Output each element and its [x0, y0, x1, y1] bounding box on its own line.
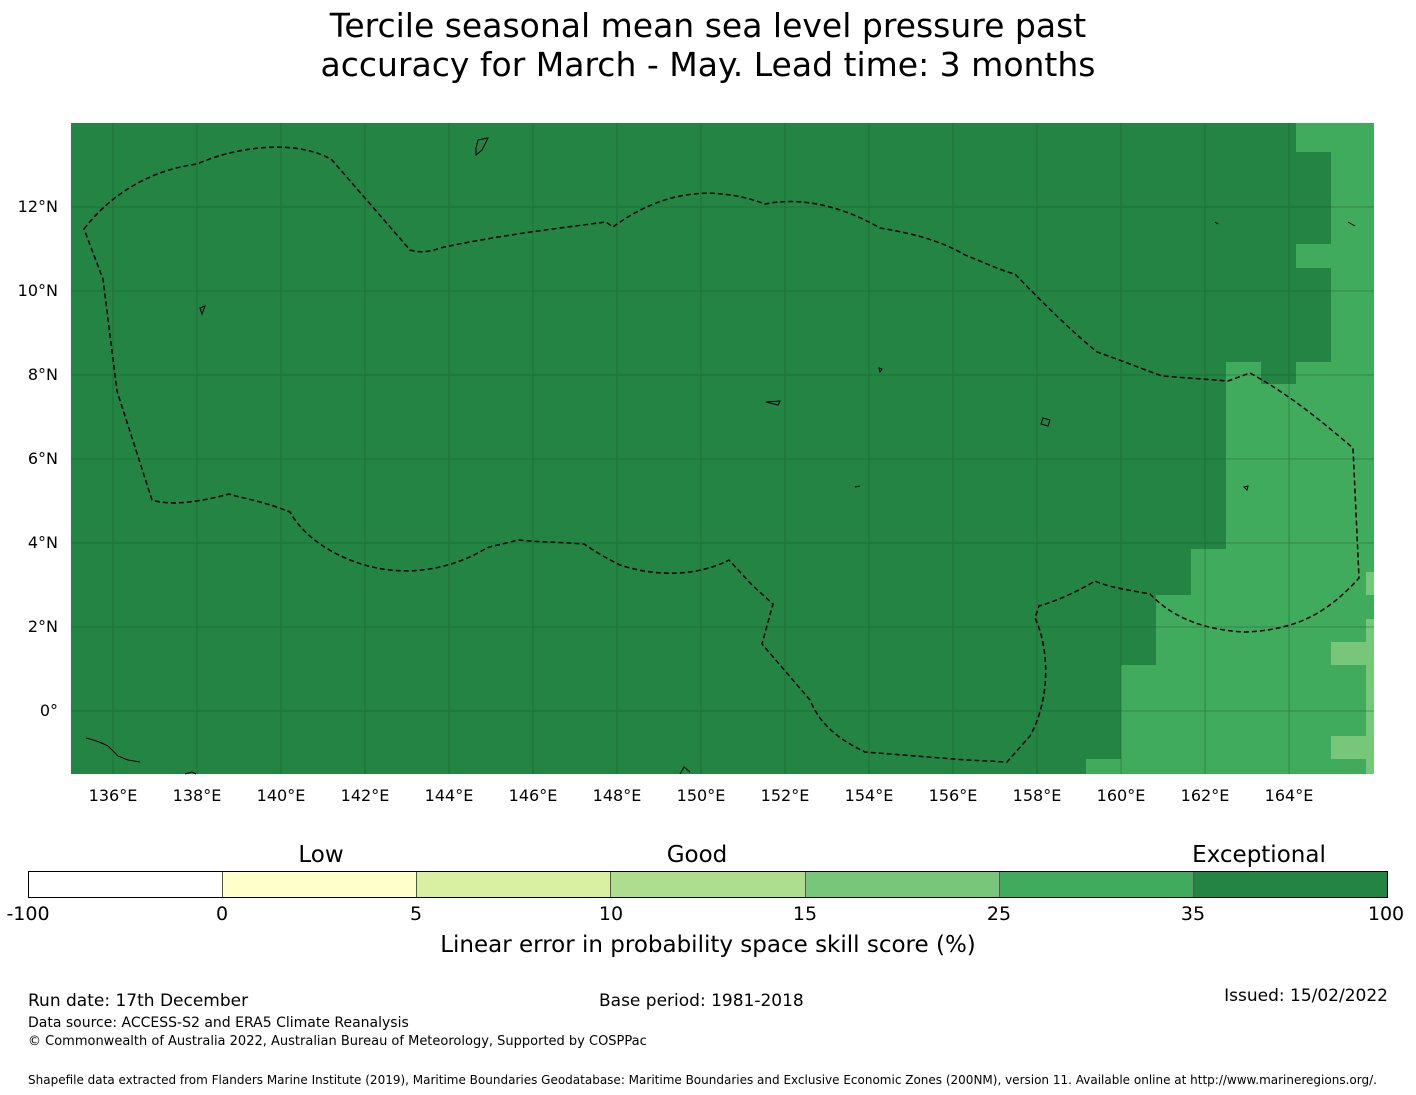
chart-title: Tercile seasonal mean sea level pressure…: [0, 6, 1416, 84]
new-guinea-coast: [85, 737, 141, 763]
lon-label-162e: 162°E: [1181, 786, 1230, 805]
colorbar-segment-4: [611, 872, 806, 897]
skill-field-good-patch-4: [1331, 736, 1366, 759]
lon-label-156e: 156°E: [929, 786, 978, 805]
palau-island: [199, 305, 206, 316]
run-date: Run date: 17th December: [28, 991, 249, 1011]
colorbar-tick-8: 100: [1367, 903, 1405, 925]
skill-field-good-patch-1: [1331, 642, 1366, 665]
colorbar-segment-6: [999, 872, 1194, 897]
lon-label-160e: 160°E: [1097, 786, 1146, 805]
small-atoll-2: [878, 367, 883, 374]
colorbar-segment-7: [1193, 872, 1387, 897]
data-source: Data source: ACCESS-S2 and ERA5 Climate …: [28, 1015, 409, 1031]
colorbar-tick-1: -100: [6, 903, 50, 925]
skill-field-good-patch-3: [1366, 619, 1374, 774]
colorbar-tick-5: 15: [792, 903, 818, 925]
lat-label-0: 0°: [40, 701, 58, 720]
lat-labels: 12°N 10°N 8°N 6°N 4°N 2°N 0°: [18, 197, 58, 720]
lon-label-164e: 164°E: [1265, 786, 1314, 805]
legend-category-low: Low: [298, 842, 344, 868]
lon-label-148e: 148°E: [593, 786, 642, 805]
lon-labels: 136°E 138°E 140°E 142°E 144°E 146°E 148°…: [89, 786, 1314, 805]
coast-fragment-3: [679, 766, 691, 775]
small-atoll-1: [765, 400, 781, 406]
small-atoll-5: [1347, 221, 1356, 227]
skill-field-exceptional-pocket: [1261, 244, 1296, 268]
skill-field-very-good: [1086, 123, 1374, 774]
base-period: Base period: 1981-2018: [599, 991, 804, 1011]
lon-label-146e: 146°E: [509, 786, 558, 805]
small-atoll-3: [854, 485, 861, 488]
lat-label-2n: 2°N: [28, 617, 58, 636]
colorbar-segment-3: [417, 872, 612, 897]
map: 12°N 10°N 8°N 6°N 4°N 2°N 0° 136°E 138°E…: [18, 123, 1374, 805]
title-line-1: Tercile seasonal mean sea level pressure…: [329, 6, 1087, 45]
lon-label-152e: 152°E: [761, 786, 810, 805]
lat-label-6n: 6°N: [28, 449, 58, 468]
coast-fragment-2: [184, 771, 197, 775]
skill-field-good-patch-2: [1366, 572, 1374, 595]
pohnpei-island: [1243, 485, 1249, 491]
lat-label-12n: 12°N: [18, 197, 58, 216]
lon-label-144e: 144°E: [425, 786, 474, 805]
lon-label-154e: 154°E: [845, 786, 894, 805]
eez-boundary: [83, 146, 1360, 763]
copyright: © Commonwealth of Australia 2022, Austra…: [28, 1034, 647, 1049]
colorbar-segment-1: [29, 872, 224, 897]
small-atoll-4: [1214, 221, 1219, 225]
lon-label-136e: 136°E: [89, 786, 138, 805]
gridlines: [71, 123, 1374, 774]
lat-label-4n: 4°N: [28, 533, 58, 552]
lon-label-138e: 138°E: [173, 786, 222, 805]
colorbar-tick-7: 35: [1180, 903, 1206, 925]
lon-label-142e: 142°E: [341, 786, 390, 805]
colorbar-tick-3: 5: [409, 903, 423, 925]
coastlines: [85, 137, 1356, 775]
lon-label-150e: 150°E: [677, 786, 726, 805]
colorbar-axis-label: Linear error in probability space skill …: [440, 932, 976, 958]
chuuk-island: [1040, 417, 1051, 427]
issued-date: Issued: 15/02/2022: [1224, 986, 1388, 1006]
colorbar-segment-5: [805, 872, 1000, 897]
colorbar-segment-2: [223, 872, 418, 897]
lon-label-140e: 140°E: [257, 786, 306, 805]
colorbar-tick-6: 25: [986, 903, 1012, 925]
lat-label-10n: 10°N: [18, 281, 58, 300]
colorbar-tick-2: 0: [215, 903, 229, 925]
lat-label-8n: 8°N: [28, 365, 58, 384]
title-line-2: accuracy for March - May. Lead time: 3 m…: [320, 45, 1096, 84]
guam-island: [475, 137, 489, 157]
legend-category-good: Good: [666, 842, 728, 868]
legend-category-exceptional: Exceptional: [1192, 842, 1326, 868]
lon-label-158e: 158°E: [1013, 786, 1062, 805]
colorbar-tick-4: 10: [598, 903, 624, 925]
colorbar: [28, 871, 1388, 898]
shapefile-credit: Shapefile data extracted from Flanders M…: [28, 1073, 1377, 1087]
